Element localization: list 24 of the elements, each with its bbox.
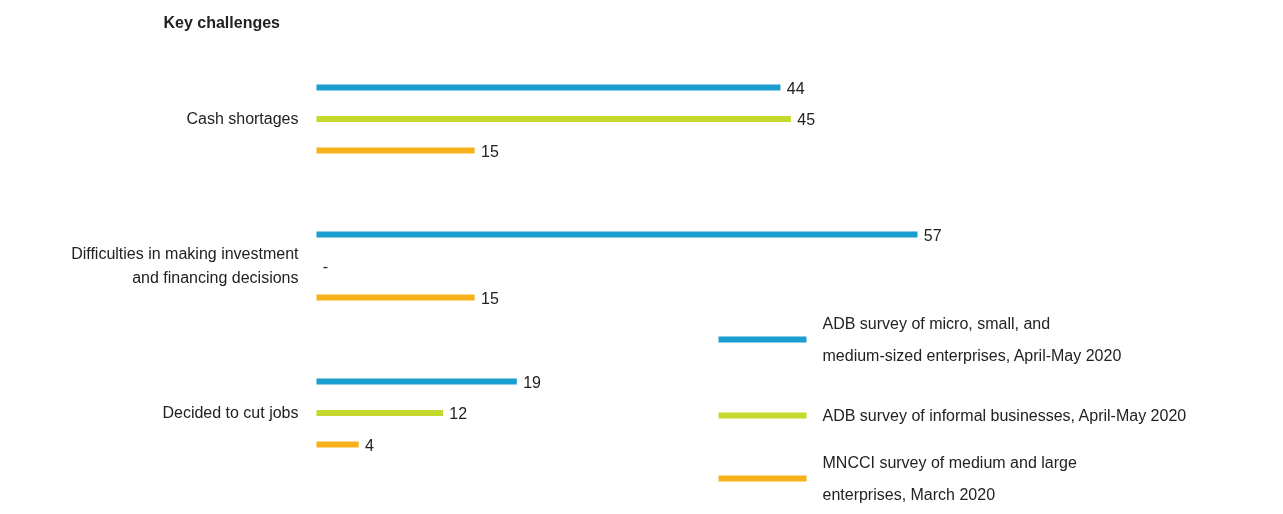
bar: [316, 378, 517, 385]
text: ADB survey of informal businesses, April-May 2020: [822, 407, 1187, 424]
data-label: 57: [923, 226, 942, 244]
bar: [316, 147, 475, 154]
data-label: 4: [365, 436, 374, 454]
bar: [316, 441, 359, 448]
y-tick-label: Cash shortages: [186, 110, 299, 127]
data-label: 44: [786, 79, 805, 97]
data-label: 19: [523, 373, 542, 391]
bar: [316, 116, 791, 122]
text: -: [322, 258, 329, 275]
bar: [316, 84, 781, 91]
bar: [316, 410, 444, 416]
y-tick-label: Difficulties in making investment and financing decisions: [71, 244, 300, 287]
data-label: 45: [797, 111, 816, 128]
bar: [316, 294, 475, 301]
chart-title: Key challenges: [163, 14, 281, 31]
bar: [316, 231, 918, 238]
text: ADB survey of micro, small, and medium-sized enterprises, April-May 2020: [822, 314, 1122, 365]
data-label: 15: [480, 289, 499, 307]
text: MNCCI survey of medium and large enterprises, March 2020: [822, 453, 1077, 504]
data-label: 15: [480, 142, 499, 160]
y-tick-label: Decided to cut jobs: [162, 404, 299, 421]
data-label: 12: [449, 405, 468, 422]
